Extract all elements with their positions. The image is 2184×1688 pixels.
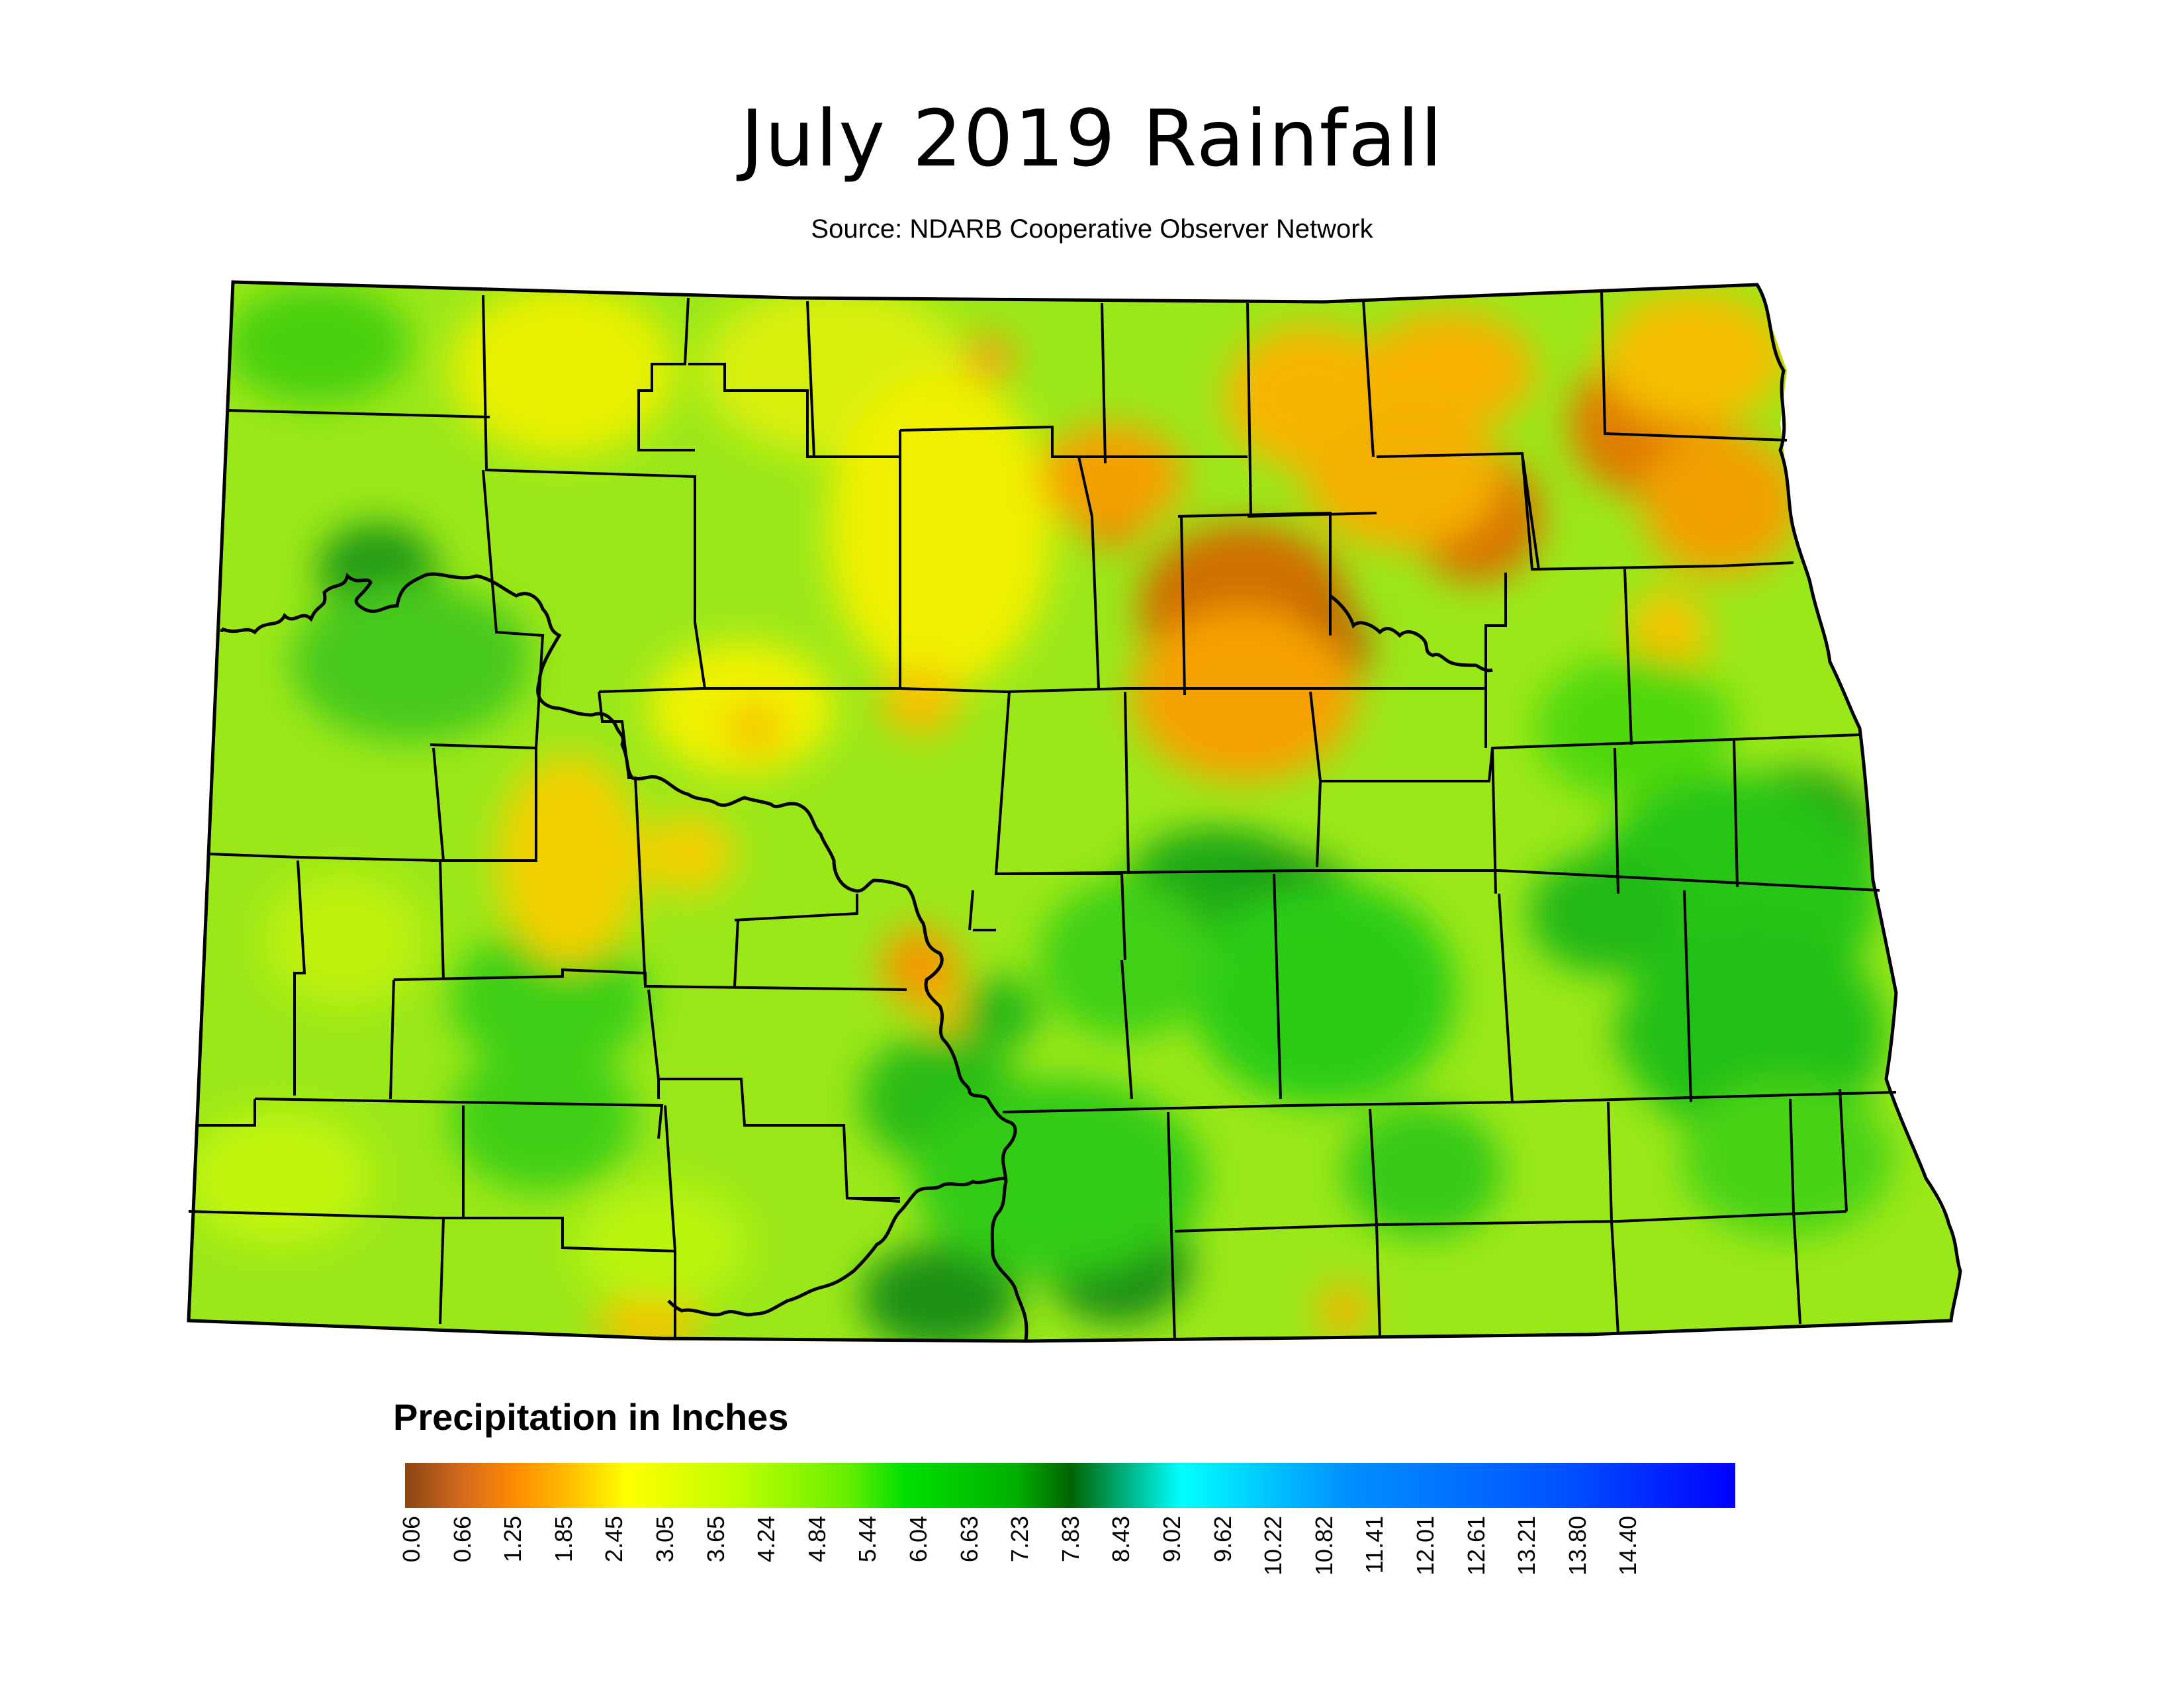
legend-tick-label: 13.80 xyxy=(1563,1516,1591,1576)
legend-tick-label: 6.04 xyxy=(905,1516,932,1563)
state-outline xyxy=(187,280,1962,1343)
legend-tick-label: 3.65 xyxy=(702,1516,729,1563)
legend-tick-label: 0.06 xyxy=(398,1516,425,1563)
legend-tick-label: 9.62 xyxy=(1208,1516,1236,1563)
legend-tick-label: 6.63 xyxy=(955,1516,983,1563)
map-source: Source: NDARB Cooperative Observer Netwo… xyxy=(811,214,1373,244)
missouri-branch xyxy=(667,1176,1007,1317)
legend-tick-label: 2.45 xyxy=(600,1516,628,1563)
map-title: July 2019 Rainfall xyxy=(740,93,1444,184)
legend-tick-label: 14.40 xyxy=(1614,1516,1642,1576)
river-north xyxy=(1329,594,1493,673)
legend-tick-label: 5.44 xyxy=(854,1516,882,1563)
legend-tick-label: 12.01 xyxy=(1412,1516,1439,1576)
legend-tick-label: 4.24 xyxy=(752,1516,780,1563)
legend-tick-label: 13.21 xyxy=(1513,1516,1541,1576)
legend-tick-label: 4.84 xyxy=(803,1516,831,1563)
precipitation-field xyxy=(189,282,1960,1341)
legend-tick-label: 10.82 xyxy=(1310,1516,1338,1576)
legend-tick-label: 0.66 xyxy=(448,1516,476,1563)
legend-tick-label: 8.43 xyxy=(1107,1516,1135,1563)
legend-tick-label: 1.85 xyxy=(549,1516,577,1563)
county-boundaries xyxy=(188,291,1897,1341)
legend-tick-label: 7.83 xyxy=(1056,1516,1084,1563)
legend-tick-label: 9.02 xyxy=(1158,1516,1185,1563)
missouri-river xyxy=(221,572,1028,1341)
legend-tick-label: 12.61 xyxy=(1462,1516,1490,1576)
legend-tick-label: 11.41 xyxy=(1361,1516,1388,1574)
rainfall-map xyxy=(187,280,1962,1343)
legend-title: Precipitation in Inches xyxy=(393,1396,789,1438)
legend-tick-label: 1.25 xyxy=(499,1516,527,1563)
legend-tick-label: 10.22 xyxy=(1259,1516,1287,1576)
legend-color-bar xyxy=(405,1463,1735,1508)
legend-tick-label: 7.23 xyxy=(1006,1516,1034,1563)
legend-ticks: 0.06 0.66 1.25 1.85 2.45 3.05 3.65 4.24 4.84 5.44… xyxy=(398,1516,1735,1609)
legend-tick-label: 3.05 xyxy=(651,1516,678,1563)
